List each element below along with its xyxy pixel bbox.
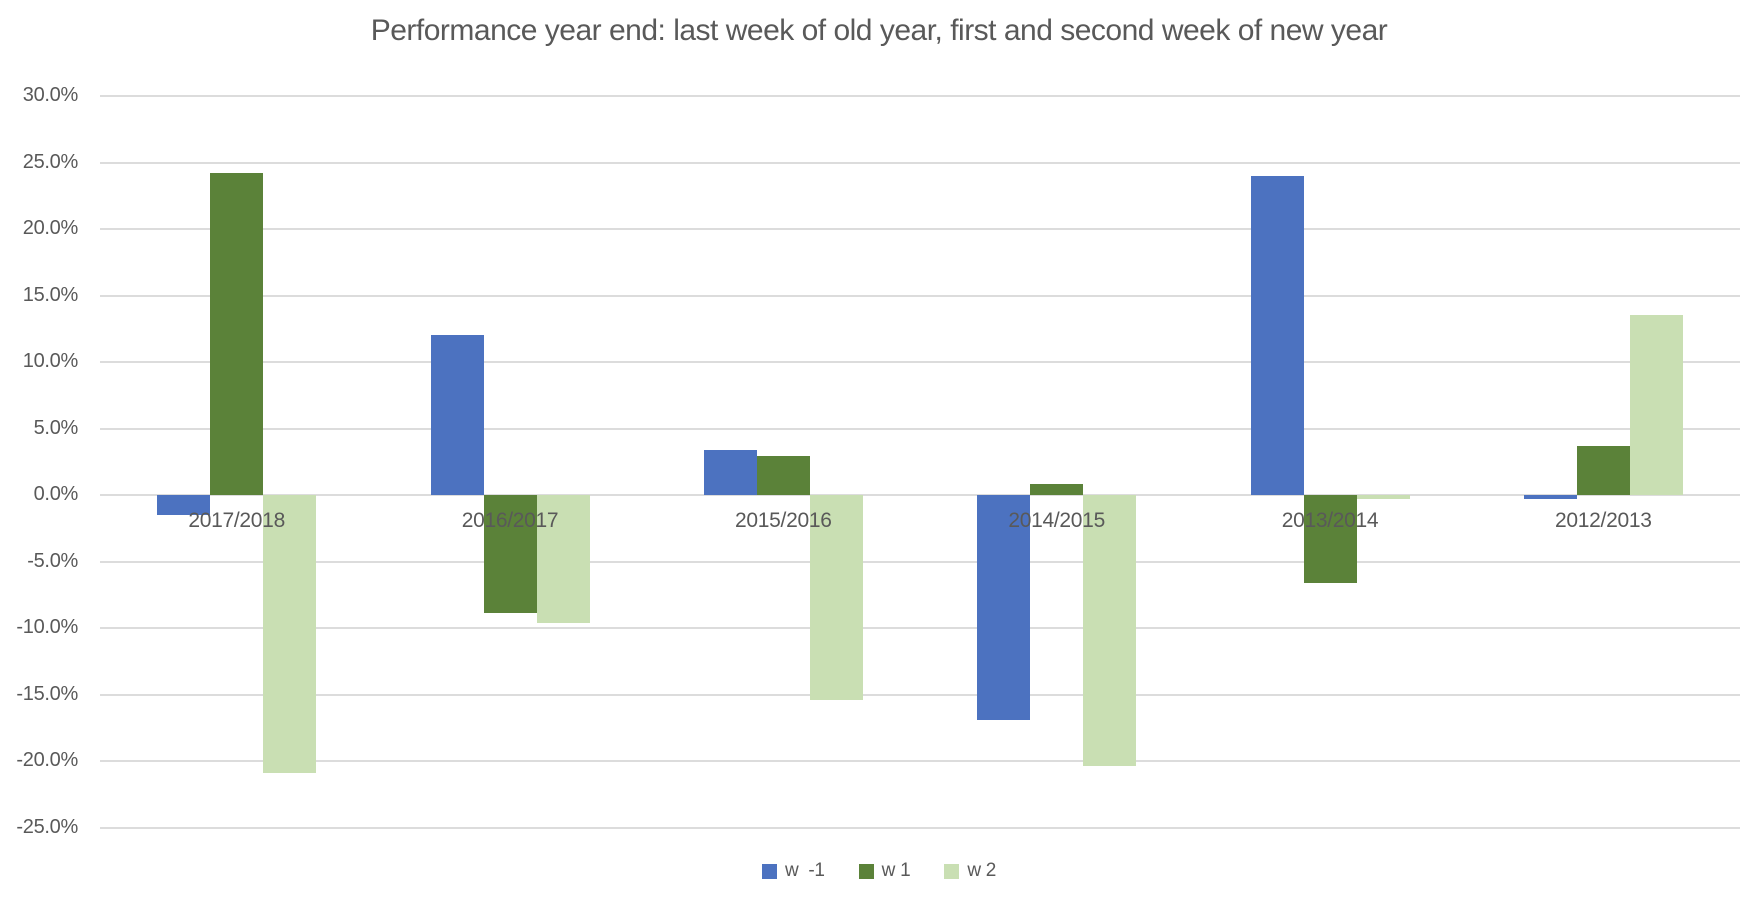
x-axis-category-label: 2016/2017 <box>461 509 559 532</box>
bar <box>756 456 810 495</box>
legend-swatch-icon <box>944 863 960 879</box>
y-axis-tick-label: -25.0% <box>16 815 78 838</box>
gridline <box>100 826 1740 829</box>
y-axis-tick-label: 30.0% <box>22 84 79 106</box>
bar <box>1030 484 1084 495</box>
x-axis-category-label: 2017/2018 <box>188 509 285 532</box>
y-axis-tick-label: -20.0% <box>16 749 78 771</box>
legend-swatch-icon <box>761 863 777 879</box>
bar <box>430 335 484 495</box>
bar <box>1629 315 1683 495</box>
bar <box>703 449 757 495</box>
gridline <box>100 95 1740 97</box>
bar <box>1523 495 1577 499</box>
bar <box>1303 495 1357 583</box>
bar <box>1356 495 1410 499</box>
y-axis-tick-label: -10.0% <box>16 616 78 638</box>
bar <box>157 495 211 515</box>
gridline <box>100 627 1740 629</box>
bar <box>977 495 1031 720</box>
y-axis-tick-label: 25.0% <box>22 150 79 173</box>
gridline <box>100 693 1740 696</box>
y-axis-tick-label: 15.0% <box>22 283 79 306</box>
x-axis-category-label: 2013/2014 <box>1281 509 1379 532</box>
legend-item: w 2 <box>944 860 996 882</box>
chart-title: Performance year end: last week of old y… <box>370 14 1388 47</box>
y-axis-tick-label: -5.0% <box>27 549 78 572</box>
y-axis-tick-label: 10.0% <box>22 350 79 372</box>
x-axis-category-label: 2012/2013 <box>1555 509 1652 532</box>
legend-label: w 1 <box>881 860 911 881</box>
bar <box>536 495 590 623</box>
x-axis-category-label: 2014/2015 <box>1008 509 1105 532</box>
bar <box>1083 495 1137 767</box>
x-axis-category-label: 2015/2016 <box>735 509 832 532</box>
legend-item: w 1 <box>858 860 911 882</box>
y-axis-tick-label: 0.0% <box>33 483 79 505</box>
legend-label: w 2 <box>967 860 997 881</box>
y-axis-tick-label: -15.0% <box>16 682 78 705</box>
y-axis-tick-label: 20.0% <box>22 217 79 239</box>
gridline <box>100 760 1740 762</box>
gridline <box>100 427 1740 430</box>
bar <box>1576 445 1630 495</box>
y-axis-tick-label: 5.0% <box>33 416 79 439</box>
gridline <box>100 494 1740 496</box>
bar <box>210 173 264 495</box>
gridline <box>100 161 1740 164</box>
legend: w -1 w 1 w 2 <box>0 860 1758 882</box>
gridline <box>100 560 1740 563</box>
bar <box>809 495 863 700</box>
bar <box>263 495 317 773</box>
gridline <box>100 361 1740 363</box>
bar <box>1250 175 1304 495</box>
gridline <box>100 294 1740 297</box>
legend-label: w -1 <box>784 860 825 881</box>
legend-item: w -1 <box>761 860 825 882</box>
gridline <box>100 228 1740 230</box>
bar <box>483 495 537 614</box>
legend-swatch-icon <box>858 863 874 879</box>
